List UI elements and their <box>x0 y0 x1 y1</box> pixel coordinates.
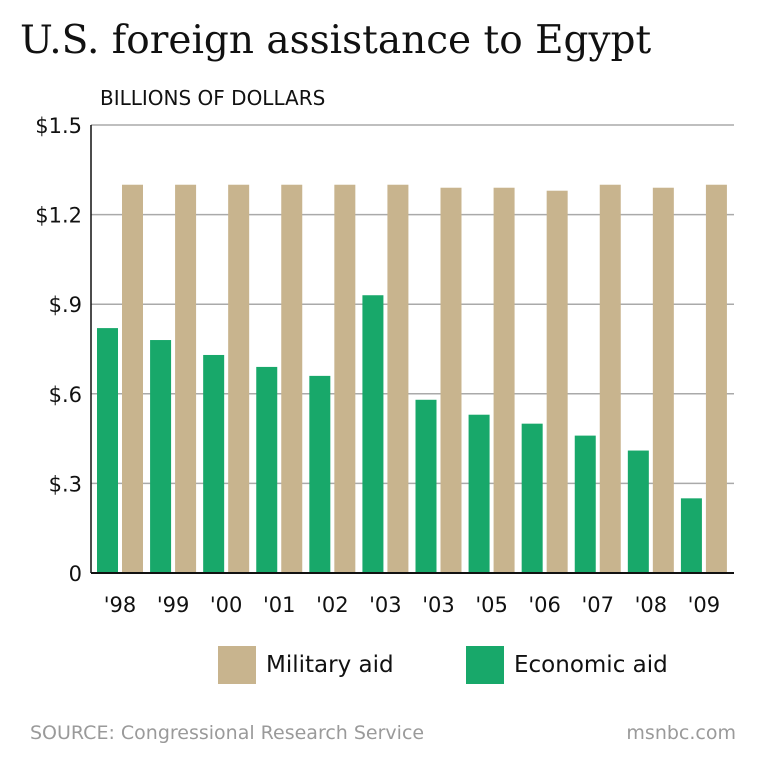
x-tick-label: '09 <box>688 593 721 617</box>
bar-economic <box>362 295 384 573</box>
bar-economic <box>468 414 490 573</box>
bar-economic <box>627 450 649 573</box>
bar-chart: 0 $.3 $.6 $.9 $1.2 $1.5 '98 '99 '00 '01 '02 '03 '03 '… <box>35 114 734 617</box>
bar-military <box>281 184 303 573</box>
x-tick-label: '07 <box>582 593 615 617</box>
y-tick-label: $.6 <box>49 383 82 407</box>
bar-military <box>493 187 515 573</box>
x-tick-label: '06 <box>528 593 561 617</box>
bar-military <box>228 184 250 573</box>
y-tick-label: $.9 <box>49 293 82 317</box>
bar-military <box>599 184 621 573</box>
bar-economic <box>97 328 118 573</box>
y-tick-label: $1.5 <box>35 114 82 138</box>
legend-label-economic: Economic aid <box>514 652 668 678</box>
bar-military <box>175 184 197 573</box>
bar-military <box>122 184 143 573</box>
source-note: SOURCE: Congressional Research Service <box>30 722 425 744</box>
x-tick-label: '05 <box>475 593 508 617</box>
bar-economic <box>574 435 596 573</box>
y-tick-label: 0 <box>69 562 82 586</box>
y-axis-unit-label: BILLIONS OF DOLLARS <box>100 86 326 110</box>
bar-economic <box>521 423 543 573</box>
x-tick-label: '99 <box>157 593 190 617</box>
brand-credit: msnbc.com <box>626 722 736 744</box>
bar-military <box>387 184 409 573</box>
x-tick-label: '02 <box>316 593 349 617</box>
x-tick-label: '00 <box>210 593 243 617</box>
y-tick-label: $.3 <box>49 472 82 496</box>
y-tick-label: $1.2 <box>35 204 82 228</box>
bar-military <box>652 187 674 573</box>
legend-item-military: Military aid <box>218 646 394 684</box>
x-tick-label: '98 <box>104 593 137 617</box>
bar-military <box>705 184 727 573</box>
x-tick-label: '01 <box>263 593 296 617</box>
bar-economic <box>415 399 437 573</box>
legend-label-military: Military aid <box>266 652 394 678</box>
bar-military <box>334 184 356 573</box>
legend-item-economic: Economic aid <box>466 646 668 684</box>
bar-economic <box>309 375 331 573</box>
bar-military <box>440 187 462 573</box>
x-tick-label: '03 <box>369 593 402 617</box>
legend: Military aid Economic aid <box>0 646 760 686</box>
bar-economic <box>680 498 702 573</box>
legend-swatch-economic <box>466 646 504 684</box>
bar-economic <box>256 366 278 573</box>
x-tick-label: '03 <box>422 593 455 617</box>
bar-economic <box>150 340 172 573</box>
chart-title: U.S. foreign assistance to Egypt <box>20 18 652 63</box>
x-tick-label: '08 <box>635 593 668 617</box>
legend-swatch-military <box>218 646 256 684</box>
bar-economic <box>203 354 225 573</box>
bar-military <box>546 190 568 573</box>
